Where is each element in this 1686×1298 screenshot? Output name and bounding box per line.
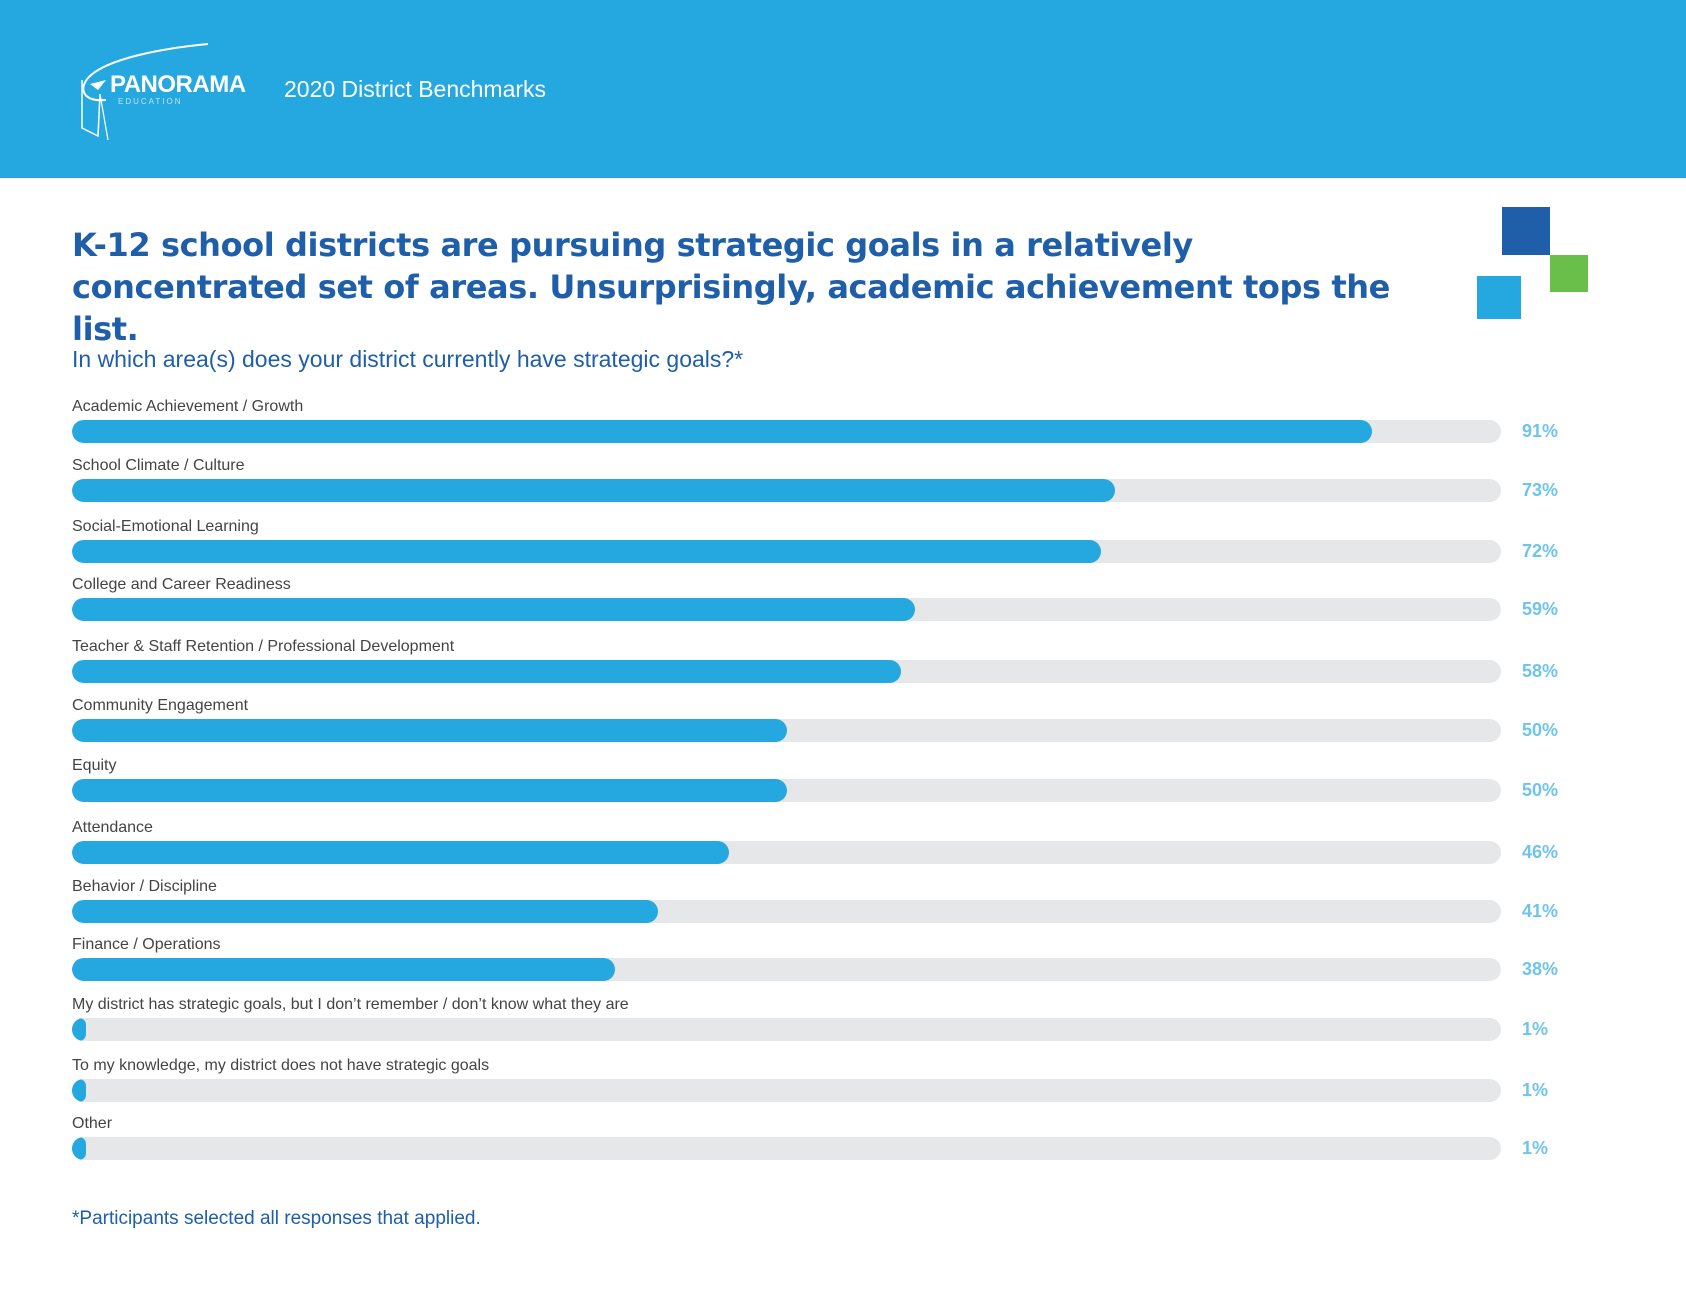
chart-row: College and Career Readiness 59% bbox=[72, 576, 1632, 632]
bar-track bbox=[72, 958, 1501, 981]
value-label: 46% bbox=[1522, 842, 1559, 862]
category-label: College and Career Readiness bbox=[72, 576, 291, 593]
value-label: 1% bbox=[1522, 1138, 1549, 1158]
bar-track bbox=[72, 779, 1501, 802]
bar bbox=[72, 1079, 87, 1102]
page-header: PANORAMA EDUCATION 2020 District Benchma… bbox=[0, 0, 1686, 178]
bar-track bbox=[72, 719, 1501, 742]
value-label: 50% bbox=[1522, 720, 1559, 740]
category-label: Other bbox=[72, 1115, 113, 1132]
header-title: 2020 District Benchmarks bbox=[284, 76, 547, 102]
value-label: 73% bbox=[1522, 480, 1559, 500]
chart-row: Attendance 46% bbox=[72, 819, 1632, 875]
bar bbox=[72, 598, 916, 621]
value-label: 1% bbox=[1522, 1080, 1549, 1100]
bar bbox=[72, 420, 1373, 443]
bar-track bbox=[72, 598, 1501, 621]
bar bbox=[72, 779, 787, 802]
chart-row: Other 1% bbox=[72, 1115, 1632, 1171]
category-label: Attendance bbox=[72, 819, 153, 836]
chart-title: In which area(s) does your district curr… bbox=[72, 346, 744, 372]
bar bbox=[72, 841, 730, 864]
value-label: 59% bbox=[1522, 599, 1559, 619]
bar-track bbox=[72, 1018, 1501, 1041]
bar-track bbox=[72, 841, 1501, 864]
logo-wordmark: PANORAMA bbox=[110, 71, 246, 98]
value-label: 72% bbox=[1522, 541, 1559, 561]
bar-track bbox=[72, 479, 1501, 502]
value-label: 58% bbox=[1522, 661, 1559, 681]
decor-square-green bbox=[1550, 255, 1588, 292]
bar bbox=[72, 900, 658, 923]
chart-row: School Climate / Culture 73% bbox=[72, 457, 1632, 513]
bar-track bbox=[72, 1137, 1501, 1160]
bar bbox=[72, 540, 1101, 563]
bar bbox=[72, 479, 1116, 502]
chart-footnote: *Participants selected all responses tha… bbox=[72, 1208, 481, 1229]
bar bbox=[72, 958, 616, 981]
chart-row: To my knowledge, my district does not ha… bbox=[72, 1057, 1632, 1113]
chart-row: My district has strategic goals, but I d… bbox=[72, 996, 1632, 1052]
category-label: Social-Emotional Learning bbox=[72, 518, 259, 535]
category-label: To my knowledge, my district does not ha… bbox=[72, 1057, 490, 1074]
decor-square-dark bbox=[1502, 207, 1550, 255]
panorama-logo-icon bbox=[81, 43, 209, 141]
value-label: 38% bbox=[1522, 959, 1559, 979]
chart-row: Social-Emotional Learning 72% bbox=[72, 518, 1632, 574]
bar-track bbox=[72, 1079, 1501, 1102]
category-label: Academic Achievement / Growth bbox=[72, 398, 304, 415]
value-label: 50% bbox=[1522, 780, 1559, 800]
chart-row: Finance / Operations 38% bbox=[72, 936, 1632, 992]
bar bbox=[72, 719, 787, 742]
bar-track bbox=[72, 900, 1501, 923]
bar bbox=[72, 1137, 87, 1160]
value-label: 91% bbox=[1522, 421, 1559, 441]
bar bbox=[72, 1018, 87, 1041]
chart-row: Academic Achievement / Growth 91% bbox=[72, 398, 1632, 454]
chart-row: Equity 50% bbox=[72, 757, 1632, 813]
value-label: 1% bbox=[1522, 1019, 1549, 1039]
category-label: Teacher & Staff Retention / Professional… bbox=[72, 638, 455, 655]
page-headline: K-12 school districts are pursuing strat… bbox=[72, 226, 1390, 348]
category-label: School Climate / Culture bbox=[72, 457, 245, 474]
category-label: Community Engagement bbox=[72, 697, 249, 714]
category-label: Behavior / Discipline bbox=[72, 878, 217, 895]
category-label: Finance / Operations bbox=[72, 936, 221, 953]
logo-subtitle: EDUCATION bbox=[118, 97, 183, 106]
category-label: My district has strategic goals, but I d… bbox=[72, 996, 629, 1013]
decor-square-light bbox=[1477, 276, 1521, 319]
value-label: 41% bbox=[1522, 901, 1559, 921]
bar-track bbox=[72, 540, 1501, 563]
chart-row: Community Engagement 50% bbox=[72, 697, 1632, 753]
bar bbox=[72, 660, 901, 683]
chart-row: Behavior / Discipline 41% bbox=[72, 878, 1632, 934]
category-label: Equity bbox=[72, 757, 117, 774]
bar-track bbox=[72, 660, 1501, 683]
bar-track bbox=[72, 420, 1501, 443]
chart-row: Teacher & Staff Retention / Professional… bbox=[72, 638, 1632, 694]
